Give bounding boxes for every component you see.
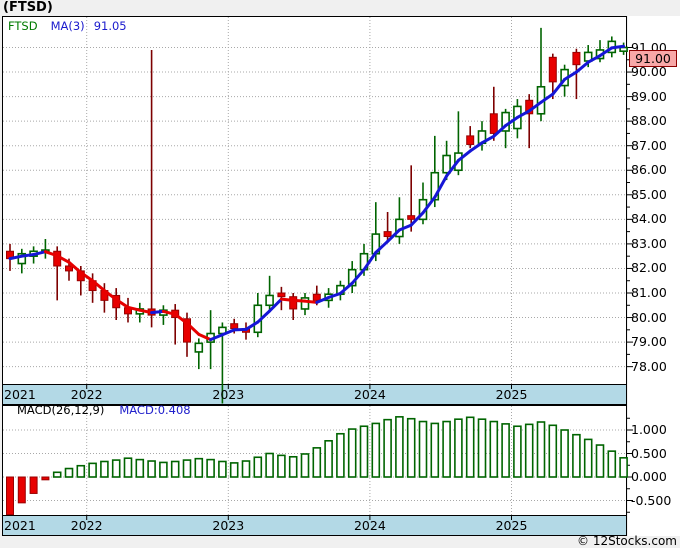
macd-value-label: MACD:0.408 [119,403,190,417]
x-axis-year-label: 2023 [206,386,250,404]
x-axis-year-label: 2021 [4,386,36,404]
macd-params-label: MACD(26,12,9) [17,403,104,417]
macd-x-axis-year-label: 2025 [490,517,534,535]
y-axis-tick-label: 81.00 [631,286,667,300]
last-price-tag: 91.00 [629,50,677,67]
x-axis-year-label: 2022 [65,386,109,404]
macd-y-axis-tick-label: 1.000 [631,423,667,437]
y-axis-tick-label: 87.00 [631,139,667,153]
macd-x-axis-year-label: 2024 [348,517,392,535]
y-axis-tick-label: 89.00 [631,90,667,104]
y-axis-tick-label: 90.00 [631,65,667,79]
x-axis-year-label: 2025 [490,386,534,404]
y-axis-tick-label: 83.00 [631,237,667,251]
legend-symbol: FTSD [8,19,38,33]
macd-legend: MACD(26,12,9) MACD:0.408 [17,403,191,417]
macd-x-axis-year-label: 2022 [65,517,109,535]
macd-y-axis-tick-label: -0.500 [631,494,671,508]
y-axis-tick-label: 88.00 [631,114,667,128]
y-axis-tick-label: 79.00 [631,335,667,349]
macd-y-axis-tick-label: 0.500 [631,447,667,461]
legend-ma-label: MA(3) [51,19,85,33]
main-chart-frame [2,16,627,385]
y-axis-tick-label: 85.00 [631,188,667,202]
macd-x-axis-year-label: 2021 [4,517,36,535]
x-axis-year-label: 2024 [348,386,392,404]
macd-y-axis-tick-label: 0.000 [631,470,667,484]
legend-ma-value: 91.05 [94,19,127,33]
y-axis-tick-label: 84.00 [631,212,667,226]
main-chart-legend: FTSD MA(3) 91.05 [8,19,127,33]
y-axis-tick-label: 82.00 [631,261,667,275]
macd-x-axis-year-label: 2023 [206,517,250,535]
y-axis-tick-label: 80.00 [631,311,667,325]
y-axis-tick-label: 86.00 [631,163,667,177]
macd-chart-frame [2,405,627,516]
page-title: (FTSD) [3,0,53,15]
y-axis-tick-label: 78.00 [631,360,667,374]
